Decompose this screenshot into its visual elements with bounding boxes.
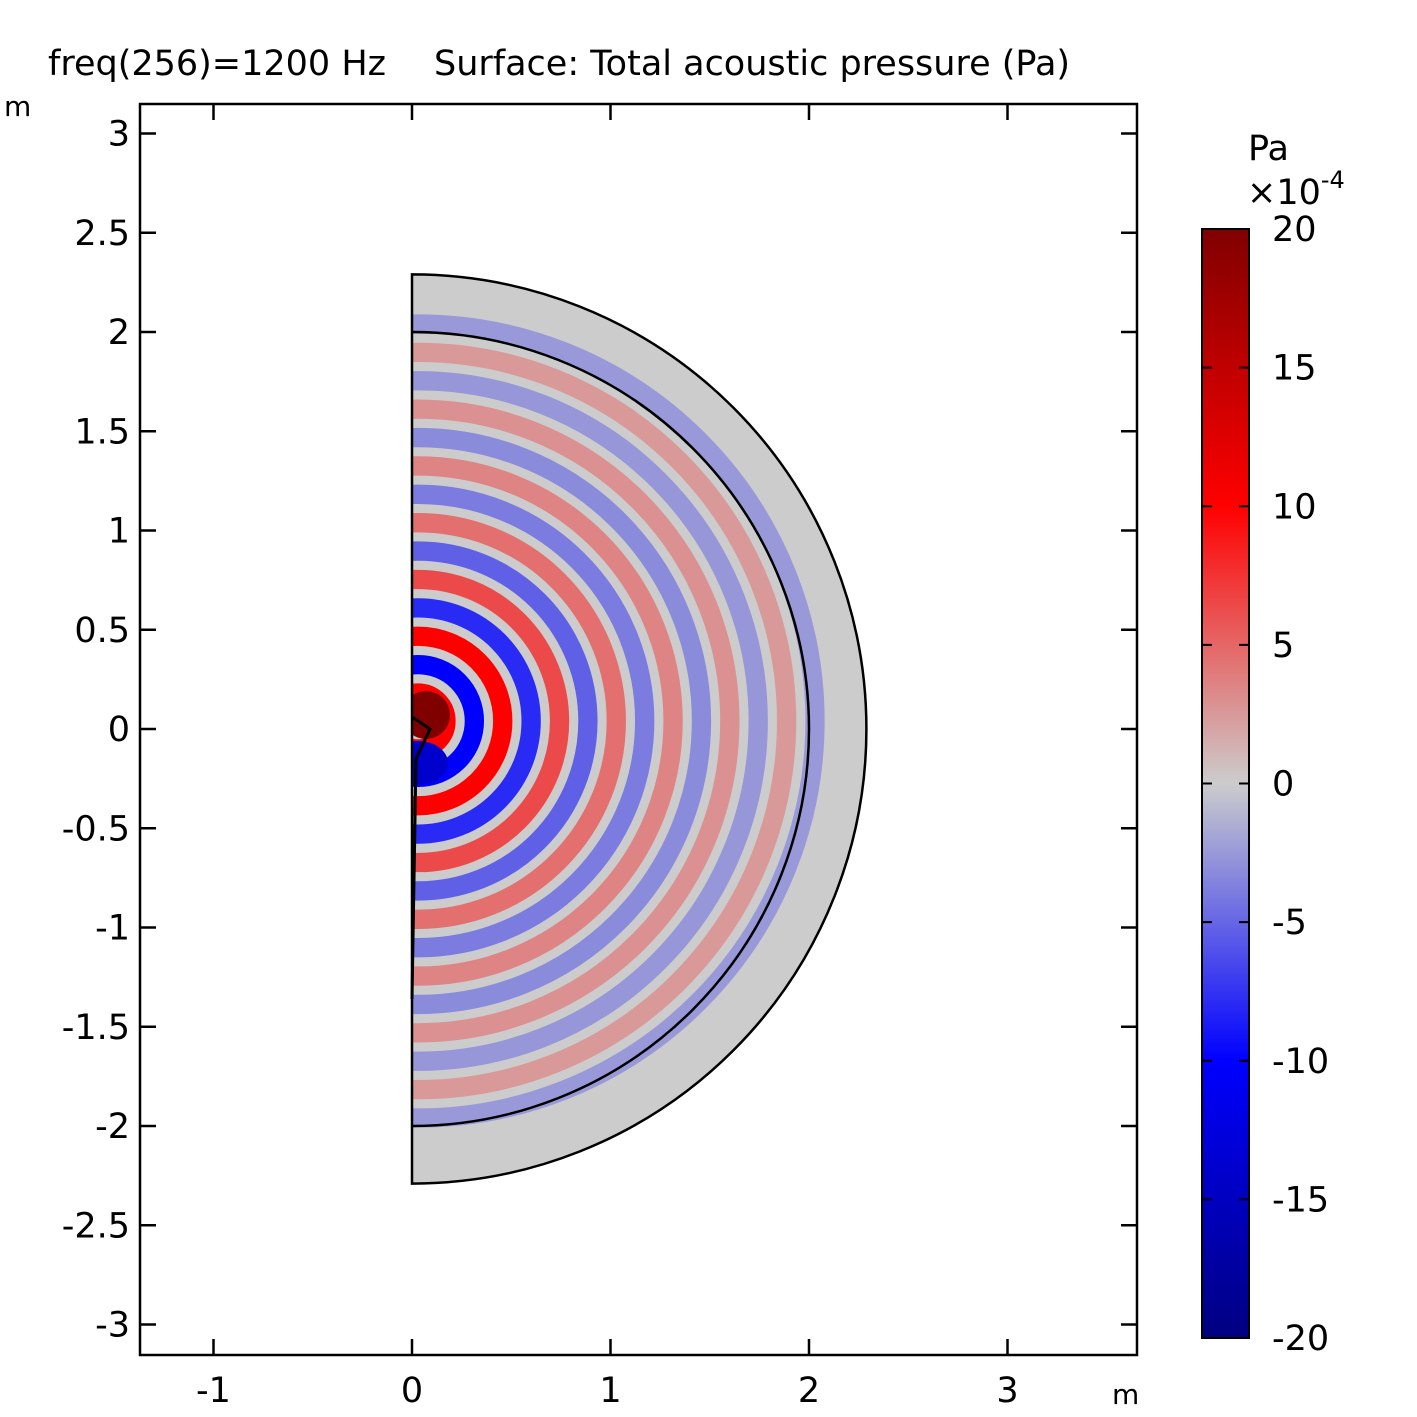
pressure-ring: [412, 427, 712, 1015]
x-tick-label: 1: [599, 1371, 621, 1411]
colorbar-tick-label: 10: [1272, 487, 1317, 527]
colorbar-tick-label: 15: [1272, 349, 1317, 389]
colorbar-legend: Pa ×10-4 20 15 10 5 0 -5 -10 -15 -20: [1201, 129, 1345, 1359]
pressure-field: [412, 274, 867, 1184]
colorbar-tick-label: -10: [1272, 1042, 1329, 1082]
x-axis-unit: m: [1112, 1378, 1139, 1411]
colorbar-tick-label: 20: [1272, 210, 1317, 250]
y-tick-label: 1.5: [74, 412, 130, 452]
y-tick-label: 1: [108, 512, 130, 552]
pressure-ring: [412, 513, 626, 929]
colorbar-tick-label: -5: [1272, 903, 1307, 943]
source-lobe-negative: [412, 741, 448, 785]
source-lobe-positive: [412, 691, 450, 739]
plot-title-frequency: freq(256)=1200 Hz: [48, 44, 386, 84]
colorbar-tick-label: 0: [1272, 765, 1294, 805]
colorbar-unit: Pa: [1248, 129, 1289, 169]
transducer-outline: [410, 715, 432, 1000]
plot-title-expression: Surface: Total acoustic pressure (Pa): [434, 44, 1070, 84]
pressure-ring: [412, 626, 513, 816]
colorbar-tick-label: 5: [1272, 626, 1294, 666]
y-tick-label: 2: [108, 313, 130, 353]
x-axis-ticks: -1 0 1 2 3: [196, 104, 1019, 1411]
colorbar-tick-label: -15: [1272, 1180, 1329, 1220]
pressure-ring: [412, 598, 541, 844]
x-tick-label: 2: [798, 1371, 820, 1411]
colorbar-multiplier-base: ×10: [1247, 173, 1321, 213]
pressure-ring: [412, 371, 768, 1071]
x-tick-label: 0: [401, 1371, 423, 1411]
pressure-ring: [412, 399, 740, 1043]
pressure-ring: [412, 569, 570, 873]
y-axis-ticks: 3 2.5 2 1.5 1 0.5 0 -0.5 -1 -1.5 -2 -2.5 -3: [62, 115, 1137, 1346]
colorbar-ticks: 20 15 10 5 0 -5 -10 -15 -20: [1202, 210, 1329, 1359]
y-tick-label: 3: [108, 115, 130, 155]
y-tick-label: -2: [95, 1107, 130, 1147]
pressure-ring: [412, 484, 655, 958]
y-tick-label: -1: [95, 909, 130, 949]
colorbar-tick-label: -20: [1272, 1319, 1329, 1359]
pressure-ring: [412, 541, 598, 901]
y-axis-unit: m: [4, 90, 31, 123]
y-tick-label: 0.5: [74, 611, 130, 651]
x-tick-label: 3: [996, 1371, 1018, 1411]
domain-outlines: [412, 274, 866, 1183]
y-tick-label: 0: [108, 710, 130, 750]
y-tick-label: 2.5: [74, 214, 130, 254]
y-tick-label: -2.5: [62, 1206, 130, 1246]
colorbar-multiplier-exponent: -4: [1321, 166, 1345, 194]
pressure-ring: [412, 456, 683, 986]
pressure-ring: [412, 342, 797, 1100]
pressure-ring: [412, 314, 825, 1128]
colorbar-multiplier: ×10-4: [1247, 166, 1345, 213]
x-tick-label: -1: [196, 1371, 231, 1411]
y-tick-label: -0.5: [62, 809, 130, 849]
y-tick-label: -1.5: [62, 1008, 130, 1048]
inner-boundary: [411, 330, 811, 1128]
y-tick-label: -3: [95, 1306, 130, 1346]
